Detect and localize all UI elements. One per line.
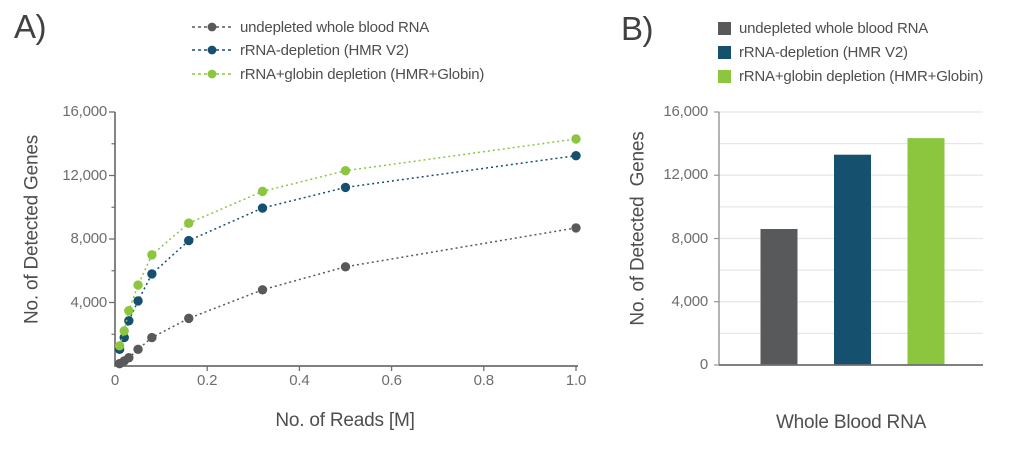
data-point [340, 262, 351, 272]
data-point [114, 341, 125, 351]
legend-item: rRNA+globin depletion (HMR+Globin) [191, 65, 485, 83]
data-point [133, 280, 143, 290]
data-point [124, 316, 134, 326]
data-point [340, 166, 351, 176]
series-swatch-icon [718, 69, 731, 83]
data-point [184, 218, 194, 228]
panel-b-y-axis-title: No. of Detected Genes [627, 131, 649, 326]
axis-tick-label: 0.6 [381, 372, 402, 389]
data-point [257, 203, 268, 213]
axis-tick-label: 0.4 [289, 372, 310, 389]
data-point [147, 332, 157, 343]
data-point [571, 150, 581, 161]
axis-tick-label: 0.2 [197, 372, 218, 389]
axis-tick-label: 0 [699, 356, 708, 373]
legend-label: rRNA+globin depletion (HMR+Globin) [739, 67, 984, 85]
legend-label: rRNA-depletion (HMR V2) [739, 43, 908, 61]
data-point [184, 313, 194, 324]
series-marker-icon [192, 69, 232, 79]
axis-tick-label: 16,000 [62, 103, 107, 120]
data-point [133, 296, 143, 306]
data-point [147, 269, 157, 279]
bar [760, 229, 798, 365]
axis-tick-label: 4,000 [671, 292, 708, 310]
legend-label: undepleted whole blood RNA [240, 18, 430, 36]
series-line [119, 227, 577, 365]
legend-item: rRNA+globin depletion (HMR+Globin) [718, 67, 984, 85]
legend-label: rRNA+globin depletion (HMR+Globin) [240, 65, 485, 83]
panel-a-x-axis-title: No. of Reads [M] [275, 410, 415, 431]
panel-b-x-axis-title: Whole Blood RNA [775, 412, 927, 433]
data-point [147, 250, 157, 260]
data-point [257, 285, 268, 295]
data-point [257, 186, 268, 197]
data-point [184, 235, 194, 246]
series-swatch-icon [718, 21, 731, 35]
data-point [124, 353, 134, 363]
legend-item: undepleted whole blood RNA [718, 19, 929, 37]
series-marker-icon [192, 22, 232, 32]
axis-tick-label: 4,000 [70, 293, 107, 311]
panel-a-y-axis-title: No. of Detected Genes [21, 134, 43, 325]
data-point [119, 326, 129, 336]
data-point [133, 344, 143, 355]
legend-label: rRNA-depletion (HMR V2) [240, 41, 409, 59]
legend-label: undepleted whole blood RNA [739, 19, 929, 37]
axis-tick-label: 12,000 [62, 166, 107, 184]
axis-tick-label: 8,000 [70, 230, 107, 247]
axis-tick-label: 0 [110, 372, 120, 389]
legend-item: rRNA-depletion (HMR V2) [191, 41, 409, 59]
bar [907, 138, 945, 365]
axis-tick-label: 8,000 [671, 229, 708, 247]
bar [834, 154, 871, 365]
panel-a-label: A) [14, 8, 47, 45]
legend-item: rRNA-depletion (HMR V2) [718, 43, 908, 61]
series-marker-icon [192, 45, 232, 55]
axis-tick-label: 0.8 [473, 372, 494, 389]
panel-b-label: B) [621, 10, 654, 47]
data-point [124, 306, 134, 316]
series-swatch-icon [718, 45, 731, 59]
data-point [571, 223, 581, 233]
axis-tick-label: 12,000 [663, 166, 708, 184]
axis-tick-label: 1.0 [565, 372, 587, 389]
legend-item: undepleted whole blood RNA [191, 18, 430, 36]
data-point [340, 182, 351, 193]
data-point [571, 134, 581, 144]
axis-tick-label: 16,000 [663, 103, 708, 120]
